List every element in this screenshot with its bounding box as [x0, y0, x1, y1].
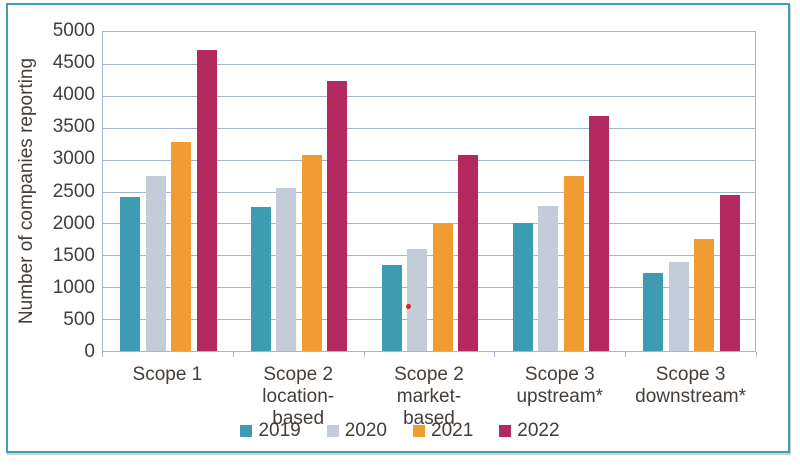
x-axis-label: Scope 2 location- based [262, 364, 335, 429]
red-dot-artifact [406, 304, 411, 309]
y-tick-label: 3000 [52, 148, 95, 170]
y-tick-label: 1000 [52, 276, 95, 298]
bar-2022 [196, 49, 217, 351]
legend-swatch-2019 [240, 425, 253, 437]
bar-2019 [512, 223, 533, 351]
bar-2022 [458, 155, 479, 351]
x-tick [756, 352, 757, 357]
gridline [103, 191, 755, 193]
bar-2020 [145, 175, 166, 351]
legend-item-2022: 2022 [499, 420, 560, 442]
bar-2019 [120, 196, 141, 351]
legend-label: 2022 [517, 420, 560, 441]
x-tick [232, 352, 234, 357]
x-axis-label: Scope 1 [132, 364, 203, 385]
legend-item-2021: 2021 [413, 420, 473, 442]
y-tick-label: 4000 [52, 84, 95, 106]
bar-2021 [171, 141, 192, 351]
x-tick [363, 352, 365, 357]
gridline [103, 319, 755, 321]
y-tick-label: 4500 [52, 52, 95, 74]
bar-2021 [563, 175, 584, 351]
legend-swatch-2020 [326, 425, 339, 437]
bar-2020 [668, 262, 689, 351]
legend-item-2019: 2019 [240, 420, 301, 442]
x-tick [625, 352, 627, 357]
legend-label: 2021 [431, 420, 474, 441]
gridline [103, 255, 755, 257]
bar-2019 [381, 264, 402, 351]
legend-swatch-2021 [413, 425, 425, 437]
y-tick-label: 3500 [52, 116, 95, 138]
gridline [103, 159, 755, 161]
bar-2021 [694, 239, 715, 351]
y-tick-label: 500 [63, 308, 95, 330]
bar-2022 [327, 81, 348, 351]
bar-2021 [301, 154, 322, 351]
bar-2022 [719, 195, 740, 351]
bar-2019 [250, 206, 271, 351]
y-tick-label: 2000 [52, 212, 95, 234]
y-tick-label: 5000 [52, 20, 95, 41]
x-tick [102, 352, 103, 357]
gridline [103, 287, 755, 289]
bar-2020 [538, 205, 559, 351]
legend: 2019 2020 2021 2022 [0, 420, 800, 442]
bar-2020 [276, 187, 297, 351]
x-axis-label: Scope 3 upstream* [516, 364, 604, 407]
x-axis-label: Scope 3 downstream* [635, 364, 747, 407]
legend-label: 2019 [258, 420, 301, 441]
y-tick-label: 0 [84, 341, 95, 362]
y-tick-label: 2500 [52, 180, 95, 202]
gridline [103, 223, 755, 225]
bar-2022 [589, 116, 610, 351]
legend-label: 2020 [344, 420, 387, 441]
plot-area [102, 31, 756, 352]
bar-2020 [407, 248, 428, 351]
x-axis-label: Scope 2 market- based [394, 364, 464, 429]
gridline [103, 63, 755, 65]
legend-item-2020: 2020 [326, 420, 387, 442]
legend-swatch-2022 [499, 425, 512, 437]
gridline [103, 95, 755, 97]
y-tick-label: 1500 [52, 244, 95, 266]
bar-2021 [432, 222, 453, 351]
bar-2019 [643, 272, 664, 351]
x-tick [494, 352, 496, 357]
gridline [103, 127, 755, 129]
